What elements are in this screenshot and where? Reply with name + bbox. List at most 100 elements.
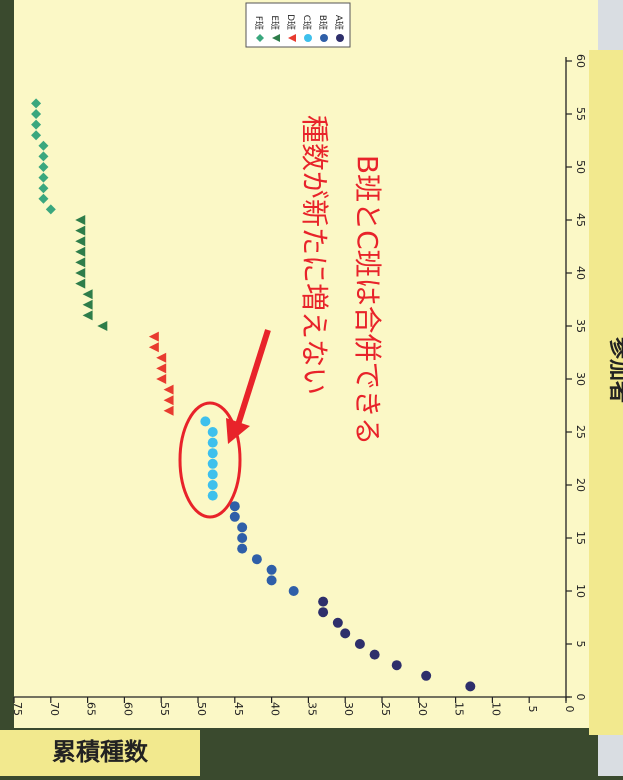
data-point [38,162,49,172]
x-tick-label: 40 [574,266,587,280]
data-point [38,151,49,162]
series-D班 [148,331,174,416]
legend: A班 B班 C班 D班 E班 F班 [245,2,351,48]
y-axis-label-panel [0,730,200,776]
data-point [156,352,167,363]
x-tick-label: 10 [574,584,587,598]
data-point [163,395,174,406]
annotation-arrow [226,329,271,444]
data-point [391,660,402,671]
series-F班 [31,98,56,215]
data-point [75,236,86,247]
plot-background [14,0,598,728]
data-point [31,119,42,130]
data-point [148,342,159,353]
legend-item: A班 [333,15,345,42]
legend-label: F班 [253,16,265,30]
data-point [465,681,476,692]
data-point [31,130,42,141]
y-tick-label: 50 [195,702,208,716]
data-point [318,607,329,618]
x-tick-label: 55 [574,107,587,121]
axes: 0 5 10 15 20 25 30 35 40 45 50 55 60 0 5 10 15 20 25 30 35 40… [11,54,587,716]
data-point [340,628,351,639]
data-point [336,34,344,42]
data-point [207,490,218,501]
data-point [75,257,86,268]
data-point [421,670,432,681]
legend-item: E班 [269,15,281,42]
data-point [256,34,264,42]
data-point [318,596,329,607]
data-point [75,225,86,236]
y-axis-title: 累積種数 [52,738,149,766]
data-point [237,522,248,533]
annotation-merge-groups: B班とC班は合併できる [351,155,384,445]
data-marks [31,98,476,692]
y-tick-label: 55 [158,702,171,716]
data-point [288,34,296,42]
data-point [354,639,365,649]
data-point [304,34,312,42]
data-point [229,501,240,512]
data-point [82,299,93,310]
data-point [272,34,280,42]
data-point [31,98,42,109]
data-point [266,564,277,575]
data-point [288,586,299,596]
legend-box [245,2,351,48]
series-B班 [229,501,299,596]
data-point [251,554,262,565]
series-C班 [200,416,218,501]
data-point [156,363,167,374]
x-axis-title: 参加者 [606,337,623,403]
y-tick-label: 25 [379,702,392,716]
data-point [266,575,277,586]
annotation-no-new-species: 種数が新たに増えない [298,115,331,395]
data-point [200,416,211,427]
data-point [75,268,86,278]
x-tick-label: 25 [574,425,587,439]
data-point [237,543,248,554]
y-tick-label: 60 [121,702,134,716]
data-point [38,193,49,204]
data-point [156,374,167,384]
data-point [207,480,218,490]
legend-label: B班 [317,15,329,30]
y-tick-label: 10 [489,702,502,716]
y-tick-label: 15 [453,702,466,716]
series-E班 [75,215,108,331]
data-point [75,246,86,257]
data-point [207,469,218,480]
data-point [38,140,49,151]
y-tick-label: 5 [526,706,539,713]
legend-label: E班 [269,15,281,30]
x-tick-label: 0 [574,694,587,701]
x-tick-label: 45 [574,213,587,227]
legend-label: A班 [333,15,345,30]
y-tick-label: 70 [48,702,61,716]
y-tick-label: 0 [563,706,576,713]
x-tick-label: 15 [574,531,587,545]
data-point [31,109,42,119]
legend-label: D班 [285,14,297,30]
data-point [163,384,174,395]
y-tick-label: 75 [11,702,24,716]
data-point [75,278,86,289]
data-point [207,458,218,469]
legend-item: B班 [317,15,329,42]
data-point [82,289,93,300]
legend-item: F班 [253,16,265,42]
y-tick-label: 30 [342,702,355,716]
data-point [207,448,218,459]
data-point [229,511,240,522]
data-point [75,215,86,225]
data-point [237,533,248,543]
y-tick-label: 35 [305,702,318,716]
y-tick-label: 65 [85,702,98,716]
y-tick-label: 40 [269,702,282,716]
data-point [320,34,328,42]
data-point [38,183,49,194]
